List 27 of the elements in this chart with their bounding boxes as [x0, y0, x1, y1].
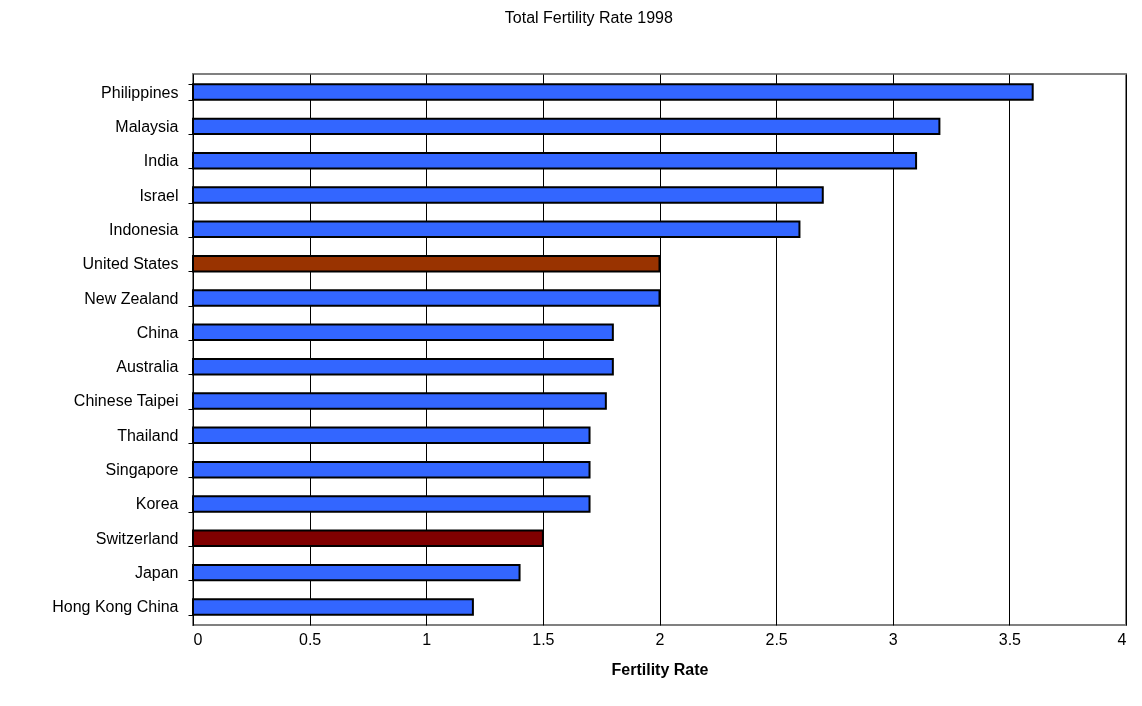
x-tick-label: 1.5 — [532, 630, 555, 648]
y-tick-label: India — [143, 152, 179, 170]
x-tick-label: 0 — [193, 630, 203, 648]
x-tick-label: 0.5 — [299, 630, 322, 648]
chart-title: Total Fertility Rate 1998 — [504, 9, 673, 26]
y-tick-label: Korea — [135, 495, 179, 513]
y-tick-label: Australia — [116, 358, 179, 376]
y-tick-label: Israel — [139, 186, 179, 204]
x-tick-label: 2 — [655, 630, 665, 648]
y-tick-label: China — [136, 323, 179, 341]
x-tick-label: 1 — [422, 630, 432, 648]
x-tick-label: 4 — [1117, 630, 1127, 648]
y-tick-label: Switzerland — [95, 529, 179, 547]
y-tick-label: Chinese Taipei — [73, 392, 179, 410]
y-tick-label: Japan — [134, 564, 179, 582]
y-tick-label: Malaysia — [115, 117, 179, 135]
x-tick-label: 3 — [888, 630, 898, 648]
y-tick-label: Singapore — [105, 461, 179, 479]
y-tick-label: Thailand — [117, 426, 179, 444]
y-tick-label: Philippines — [101, 83, 179, 101]
x-tick-label: 3.5 — [998, 630, 1022, 648]
y-tick-label: United States — [82, 255, 179, 273]
y-tick-label: Indonesia — [109, 220, 179, 238]
y-tick-label: Hong Kong China — [52, 598, 179, 616]
y-tick-label: New Zealand — [84, 289, 179, 307]
x-axis-title: Fertility Rate — [611, 660, 709, 678]
x-tick-label: 2.5 — [765, 630, 788, 648]
